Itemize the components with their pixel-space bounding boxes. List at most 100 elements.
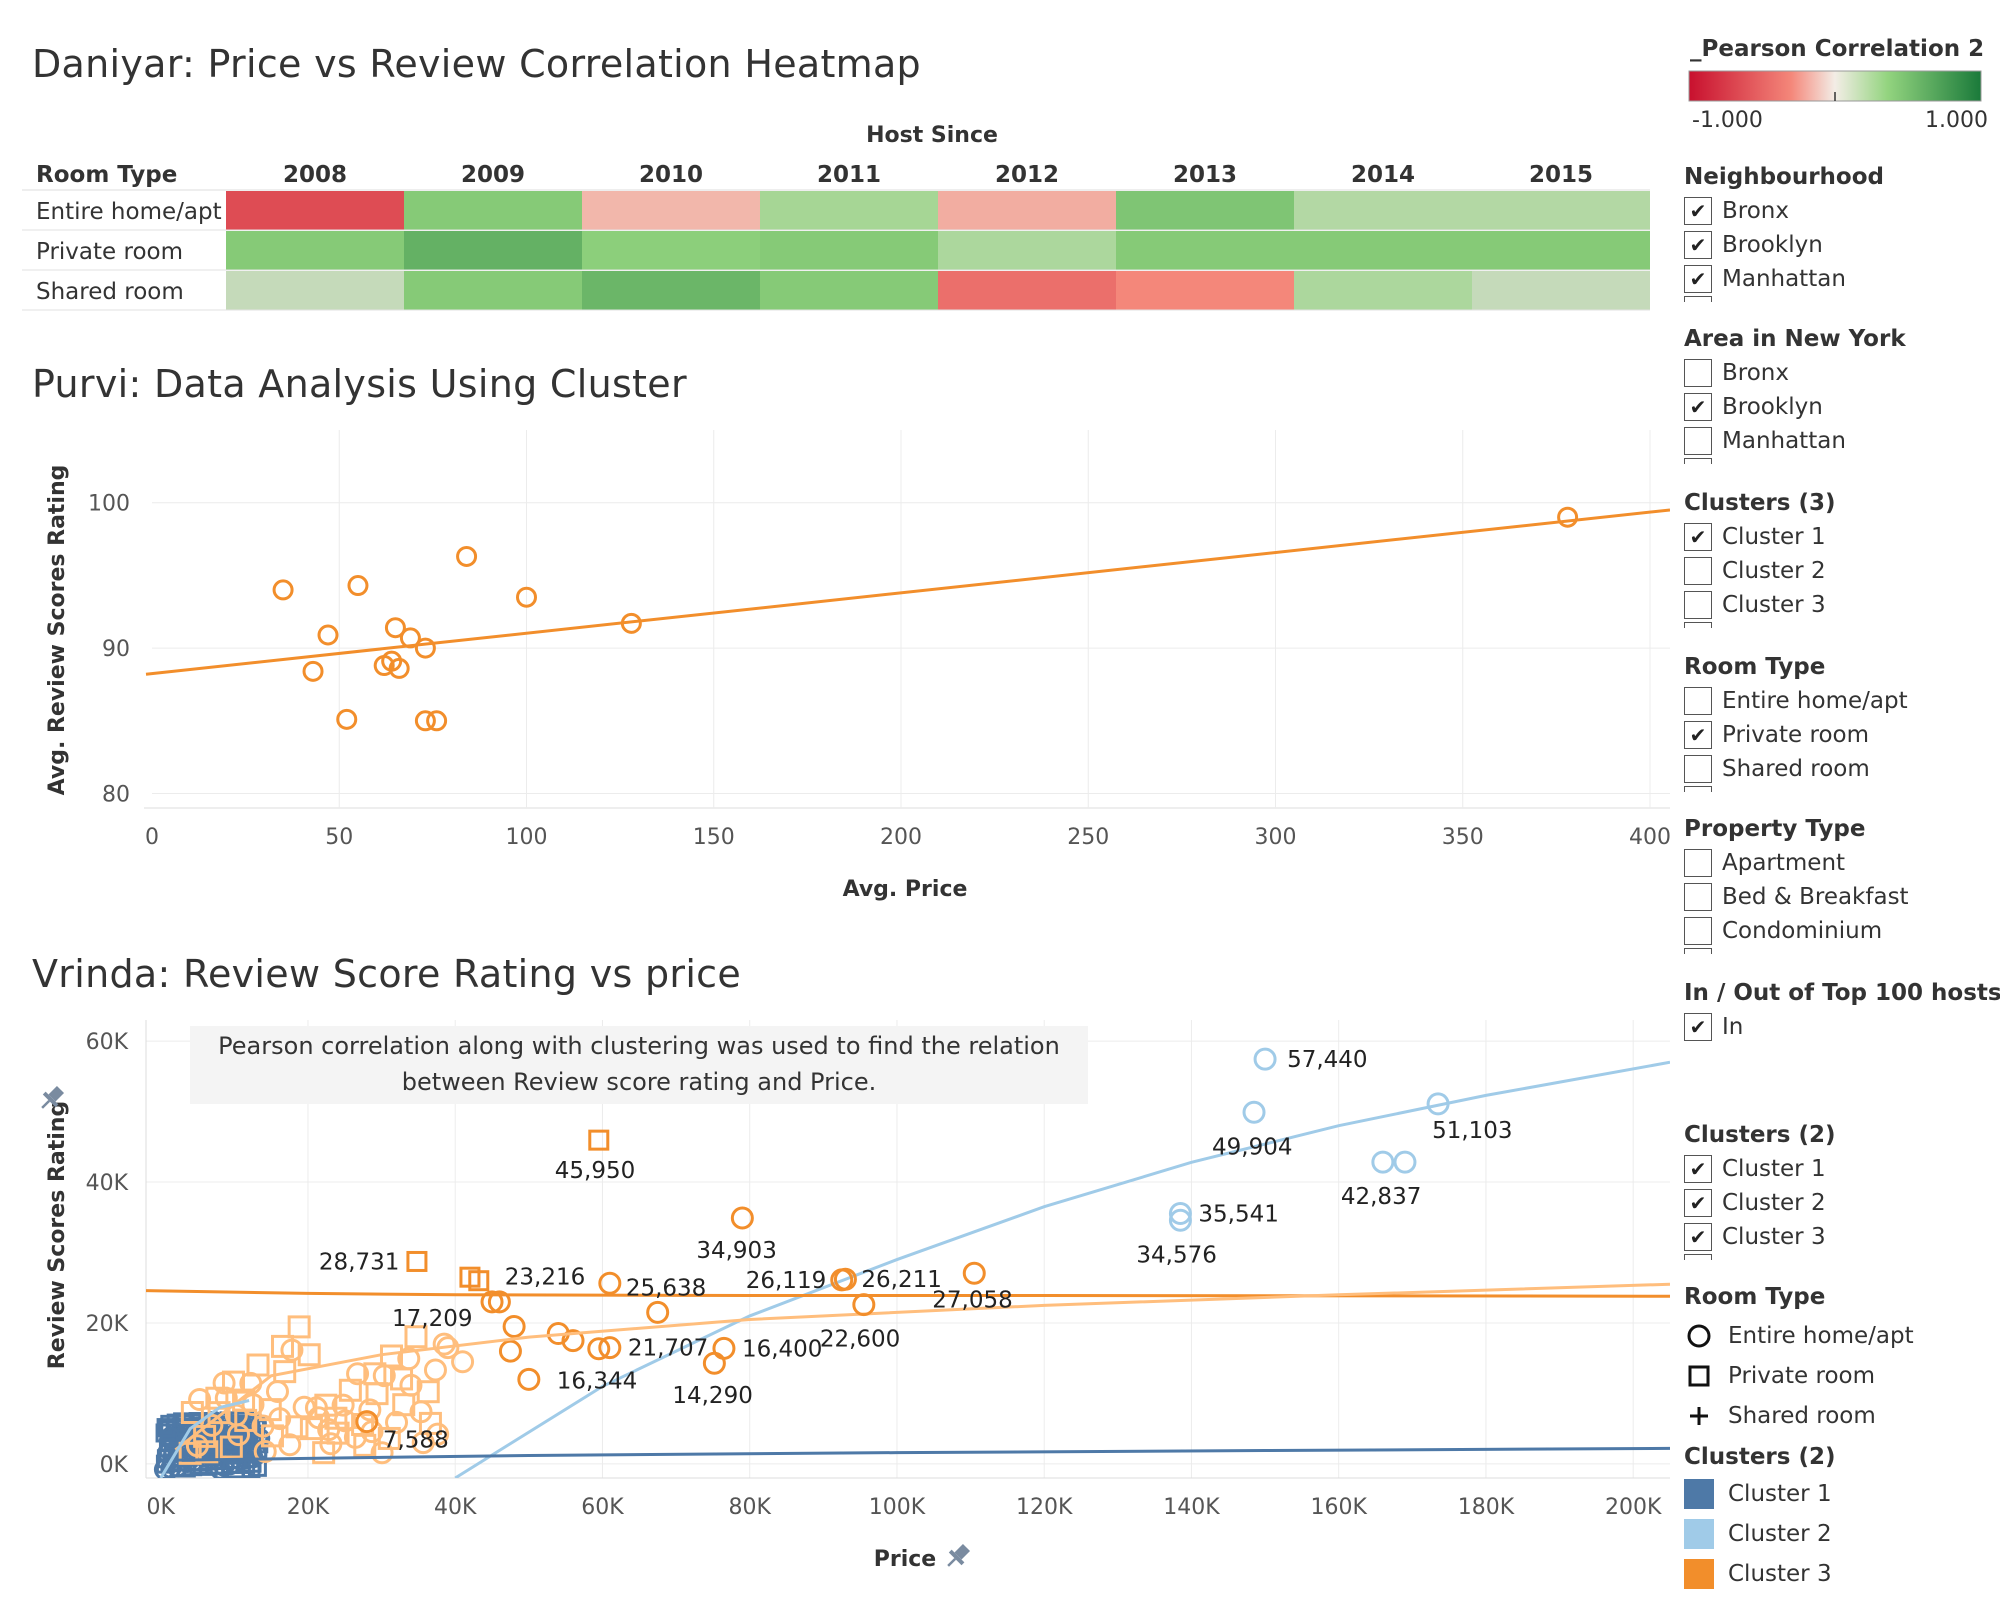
data-point: [852, 1293, 876, 1317]
data-point: [1168, 1208, 1192, 1232]
data-point: [406, 1250, 428, 1272]
charts-canvas: Host Since Room Type 2008 2009 2010 2011 2012 2…: [22, 123, 1670, 1572]
light-orange-point: [399, 1373, 423, 1397]
pearson-min-label: -1.000: [1692, 108, 1763, 133]
checkbox[interactable]: [1684, 687, 1712, 715]
checkbox[interactable]: ✔: [1684, 523, 1712, 551]
data-label: 26,211: [861, 1267, 941, 1293]
cluster-point: [432, 1332, 456, 1356]
check-icon: ✔: [1689, 525, 1707, 549]
row-label: Private room: [36, 239, 183, 265]
column-label: 2009: [461, 162, 525, 188]
data-point: [347, 575, 369, 597]
data-point: [1393, 1150, 1417, 1174]
color-legend-item[interactable]: Cluster 2: [1684, 1514, 1836, 1554]
filter-option[interactable]: ✔ Manhattan: [1684, 262, 1884, 296]
light-orange-point: [326, 1421, 350, 1445]
data-point: [516, 586, 537, 608]
data-label: 7,588: [383, 1428, 449, 1454]
filter-option[interactable]: ✔ In: [1684, 1010, 2000, 1044]
checkbox[interactable]: ✔: [1684, 1189, 1712, 1217]
x-axis-title: Avg. Price: [843, 877, 968, 902]
x-tick-label: 350: [1442, 825, 1484, 850]
filter-option-label: Manhattan: [1722, 266, 1846, 292]
x-axis-title: Price: [874, 1547, 936, 1572]
filter-option-label: Bed & Breakfast: [1722, 884, 1909, 910]
checkbox[interactable]: ✔: [1684, 197, 1712, 225]
data-point: [355, 1410, 379, 1434]
column-label: 2014: [1351, 162, 1415, 188]
light-orange-point: [219, 1435, 243, 1459]
color-legend-item[interactable]: Cluster 3: [1684, 1554, 1836, 1594]
y-axis-title: Review Scores Rating: [45, 1101, 70, 1369]
checkbox[interactable]: [1684, 849, 1712, 877]
light-orange-point: [207, 1401, 231, 1425]
data-point: [468, 1270, 490, 1292]
filter-option[interactable]: Manhattan: [1684, 424, 1906, 458]
filter-option[interactable]: Condominium: [1684, 914, 1909, 948]
filter-option[interactable]: ✔ Cluster 3: [1684, 1220, 1836, 1254]
cluster-point: [487, 1290, 511, 1314]
checkbox[interactable]: [1684, 917, 1712, 945]
checkbox[interactable]: ✔: [1684, 721, 1712, 749]
checkbox[interactable]: [1684, 359, 1712, 387]
cluster-3-swatch: [1684, 1559, 1714, 1589]
filter-option-label: Bronx: [1722, 198, 1789, 224]
filter-option[interactable]: Entire home/apt: [1684, 684, 1908, 718]
checkbox[interactable]: [1684, 755, 1712, 783]
light-orange-point: [426, 1422, 450, 1446]
checkbox[interactable]: [1684, 883, 1712, 911]
color-legend-item[interactable]: Cluster 1: [1684, 1474, 1836, 1514]
filter-option[interactable]: ✔ Cluster 1: [1684, 1152, 1836, 1186]
checkbox[interactable]: [1684, 591, 1712, 619]
heatmap-cell: [1294, 231, 1472, 270]
x-tick-label: 160K: [1310, 1495, 1367, 1520]
checkbox[interactable]: ✔: [1684, 265, 1712, 293]
filter-option[interactable]: ✔ Cluster 1: [1684, 520, 1836, 554]
filter-title: Clusters (3): [1684, 490, 1836, 516]
filter-scroll-edge: [1684, 296, 1884, 302]
light-orange-point: [346, 1362, 370, 1386]
checkbox[interactable]: [1684, 557, 1712, 585]
filter-option[interactable]: Cluster 3: [1684, 588, 1836, 622]
heatmap-chart: Host Since Room Type 2008 2009 2010 2011 2012 2…: [22, 123, 1650, 311]
review-price-scatter-chart: 0K 20K 40K 60K 80K 100K 120K 140K 160K 180K 200K 0K…: [41, 1020, 1670, 1572]
filter-option-label: Shared room: [1722, 756, 1870, 782]
filter-option[interactable]: Bed & Breakfast: [1684, 880, 1909, 914]
light-orange-point: [246, 1353, 270, 1377]
checkbox[interactable]: ✔: [1684, 1013, 1712, 1041]
filter-option[interactable]: ✔ Cluster 2: [1684, 1186, 1836, 1220]
filter-option[interactable]: Shared room: [1684, 752, 1908, 786]
filter-option[interactable]: ✔ Bronx: [1684, 194, 1884, 228]
checkbox[interactable]: [1684, 427, 1712, 455]
y-tick-label: 0K: [100, 1453, 129, 1478]
filter-option[interactable]: ✔ Private room: [1684, 718, 1908, 752]
checkbox[interactable]: ✔: [1684, 231, 1712, 259]
circle-icon: [1684, 1321, 1714, 1351]
filter-option[interactable]: Apartment: [1684, 846, 1909, 880]
filter-option[interactable]: ✔ Brooklyn: [1684, 228, 1884, 262]
row-label: Entire home/apt: [36, 199, 222, 225]
checkbox[interactable]: ✔: [1684, 1155, 1712, 1183]
heatmap-cell: [226, 271, 404, 310]
filter-scroll-edge: [1684, 1254, 1836, 1260]
pin-icon: [41, 1085, 65, 1109]
checkbox[interactable]: ✔: [1684, 1223, 1712, 1251]
filter-option[interactable]: ✔ Brooklyn: [1684, 390, 1906, 424]
heatmap-cell: [582, 191, 760, 230]
y-tick-label: 60K: [86, 1030, 129, 1055]
light-orange-point: [358, 1398, 382, 1422]
data-point: [588, 1129, 610, 1151]
filter-option[interactable]: Cluster 2: [1684, 554, 1836, 588]
checkbox[interactable]: ✔: [1684, 393, 1712, 421]
filter-option[interactable]: Bronx: [1684, 356, 1906, 390]
light-orange-point: [307, 1406, 331, 1430]
area-filter: Area in New York Bronx ✔ Brooklyn Manhattan: [1684, 322, 1906, 464]
pin-icon: [947, 1543, 971, 1567]
trend-line: [160, 1446, 1670, 1462]
shape-legend-item[interactable]: Private room: [1684, 1356, 1914, 1396]
shape-legend-item[interactable]: Shared room: [1684, 1396, 1914, 1436]
shape-legend-item[interactable]: Entire home/apt: [1684, 1316, 1914, 1356]
heatmap-cell: [404, 231, 582, 270]
x-tick-label: 180K: [1458, 1495, 1515, 1520]
